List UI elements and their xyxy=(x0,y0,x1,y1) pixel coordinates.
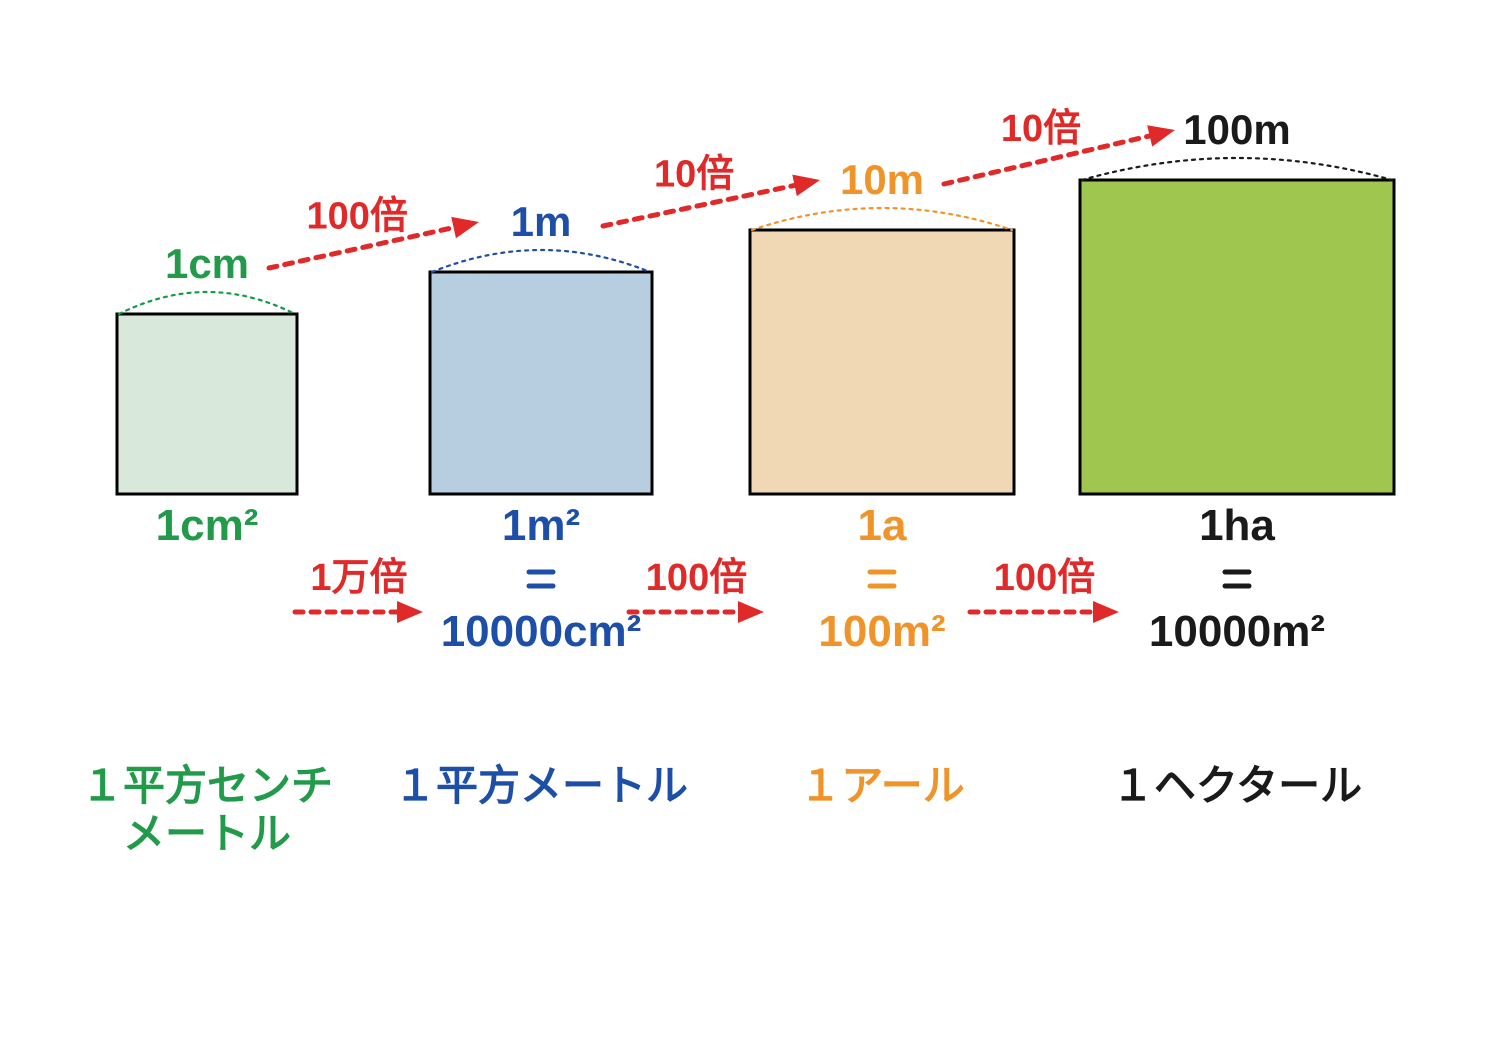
unit-conv-2: 10000cm² xyxy=(441,607,642,656)
unit-name-2: １平方メートル xyxy=(394,762,688,809)
unit-eq-4 xyxy=(1225,572,1249,586)
bottom-arrow-label-3: 100倍 xyxy=(994,557,1095,599)
bottom-arrow-label-2: 100倍 xyxy=(646,557,747,599)
brace-2 xyxy=(432,250,650,272)
side-label-4: 100m xyxy=(1183,106,1290,153)
unit-main-4: 1ha xyxy=(1199,501,1275,550)
square-1 xyxy=(117,314,297,494)
brace-3 xyxy=(752,208,1012,230)
svg-text:１平方センチ: １平方センチ xyxy=(81,762,333,809)
svg-text:１平方メートル: １平方メートル xyxy=(394,762,688,809)
unit-name-1: １平方センチメートル xyxy=(81,762,333,857)
unit-main-1: 1cm² xyxy=(156,501,259,550)
unit-main-3: 1a xyxy=(858,501,907,550)
side-label-3: 10m xyxy=(840,156,924,203)
square-4 xyxy=(1080,180,1394,494)
brace-4 xyxy=(1082,158,1392,180)
brace-1 xyxy=(119,292,295,314)
bottom-arrow-1: 1万倍 xyxy=(295,557,423,623)
side-label-2: 1m xyxy=(511,198,572,245)
top-arrow-1: 100倍 xyxy=(269,195,481,268)
side-label-1: 1cm xyxy=(165,240,249,287)
square-2 xyxy=(430,272,652,494)
square-3 xyxy=(750,230,1014,494)
top-arrow-label-1: 100倍 xyxy=(306,195,407,237)
unit-conv-3: 100m² xyxy=(818,607,945,656)
unit-eq-2 xyxy=(529,572,553,586)
top-arrow-3: 10倍 xyxy=(944,108,1178,184)
top-arrow-2: 10倍 xyxy=(603,153,822,226)
unit-eq-3 xyxy=(870,572,894,586)
top-arrow-label-2: 10倍 xyxy=(654,153,734,195)
unit-conv-4: 10000m² xyxy=(1149,607,1325,656)
bottom-arrow-2: 100倍 xyxy=(629,557,764,623)
unit-main-2: 1m² xyxy=(502,501,580,550)
bottom-arrow-label-1: 1万倍 xyxy=(310,557,407,599)
top-arrow-label-3: 10倍 xyxy=(1001,108,1081,150)
svg-text:メートル: メートル xyxy=(123,810,291,857)
svg-text:１ヘクタール: １ヘクタール xyxy=(1112,762,1362,809)
svg-text:１アール: １アール xyxy=(799,762,964,809)
unit-name-3: １アール xyxy=(799,762,964,809)
bottom-arrow-3: 100倍 xyxy=(970,557,1119,623)
unit-name-4: １ヘクタール xyxy=(1112,762,1362,809)
